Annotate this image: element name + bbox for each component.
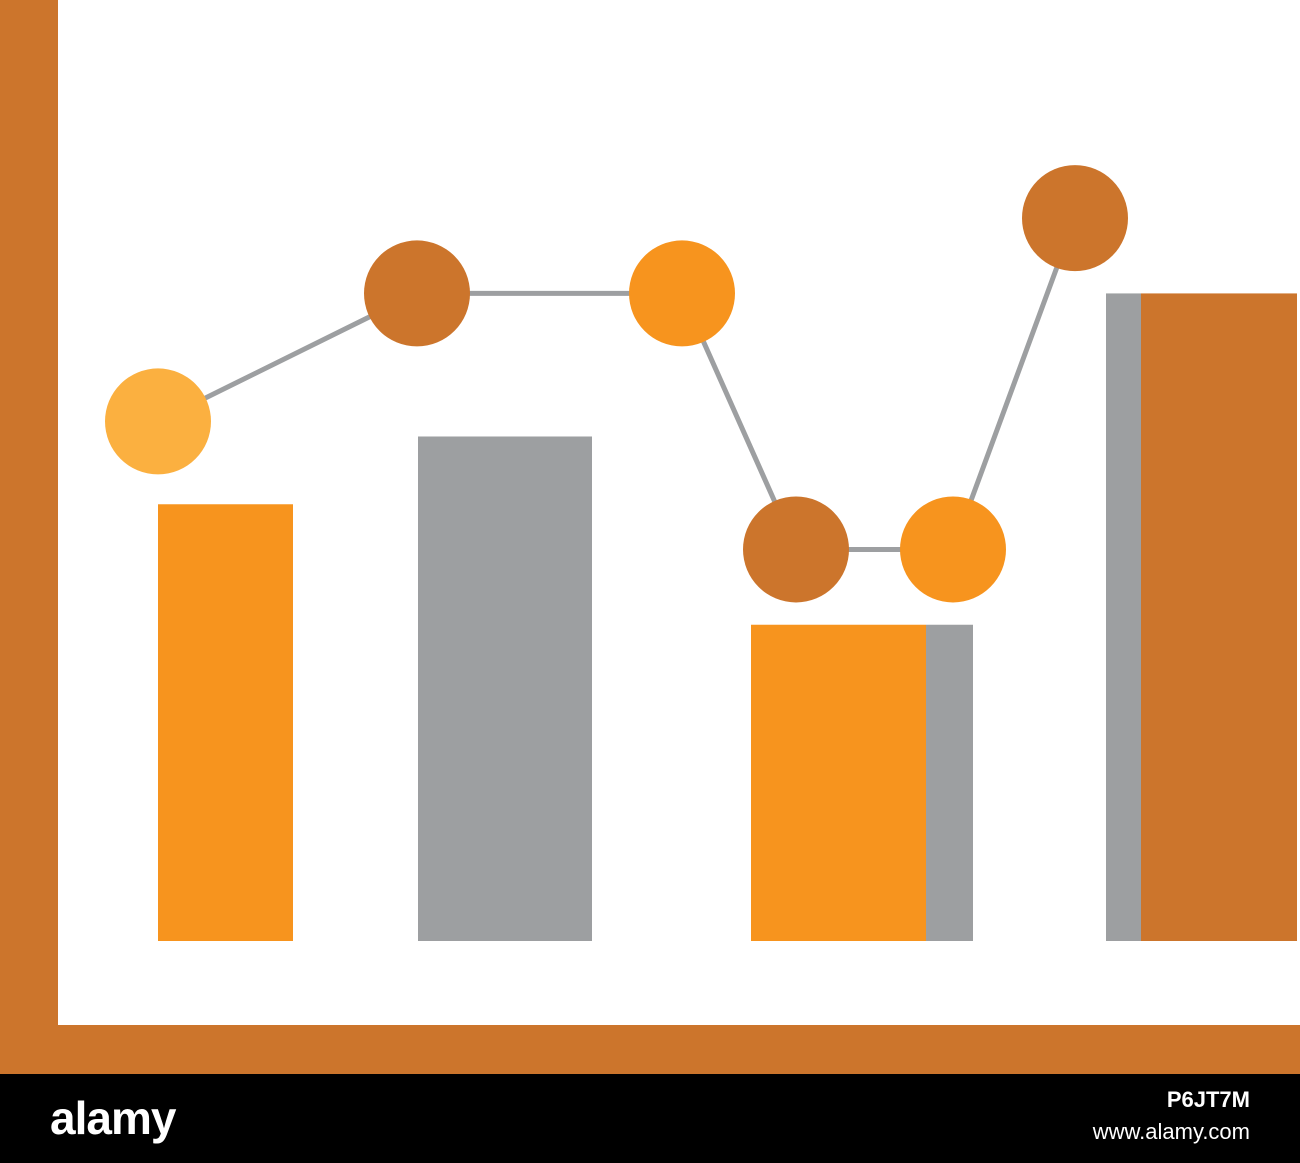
bar-3	[751, 624, 926, 941]
bar-shade-3	[926, 624, 973, 941]
image-id: P6JT7M	[1166, 1087, 1250, 1112]
line-point-2	[364, 240, 470, 347]
bars-layer	[158, 293, 1297, 941]
points-layer	[105, 165, 1128, 603]
chart-area	[0, 0, 1300, 1074]
line-point-3	[629, 240, 735, 347]
site-url[interactable]: www.alamy.com	[1092, 1119, 1250, 1144]
bar-shade-4	[1106, 293, 1141, 941]
combo-chart	[0, 0, 1300, 1074]
bar-2	[418, 436, 592, 941]
line-point-1	[105, 368, 211, 475]
bar-4	[1141, 293, 1297, 941]
line-point-6	[1022, 165, 1128, 272]
x-axis	[0, 1025, 1300, 1074]
line-point-4	[743, 496, 849, 603]
footer-bar: alamy P6JT7M www.alamy.com	[0, 1074, 1300, 1163]
bar-1	[158, 504, 293, 941]
y-axis	[0, 0, 58, 1074]
line-point-5	[900, 496, 1006, 603]
brand-logo[interactable]: alamy	[50, 1092, 176, 1144]
